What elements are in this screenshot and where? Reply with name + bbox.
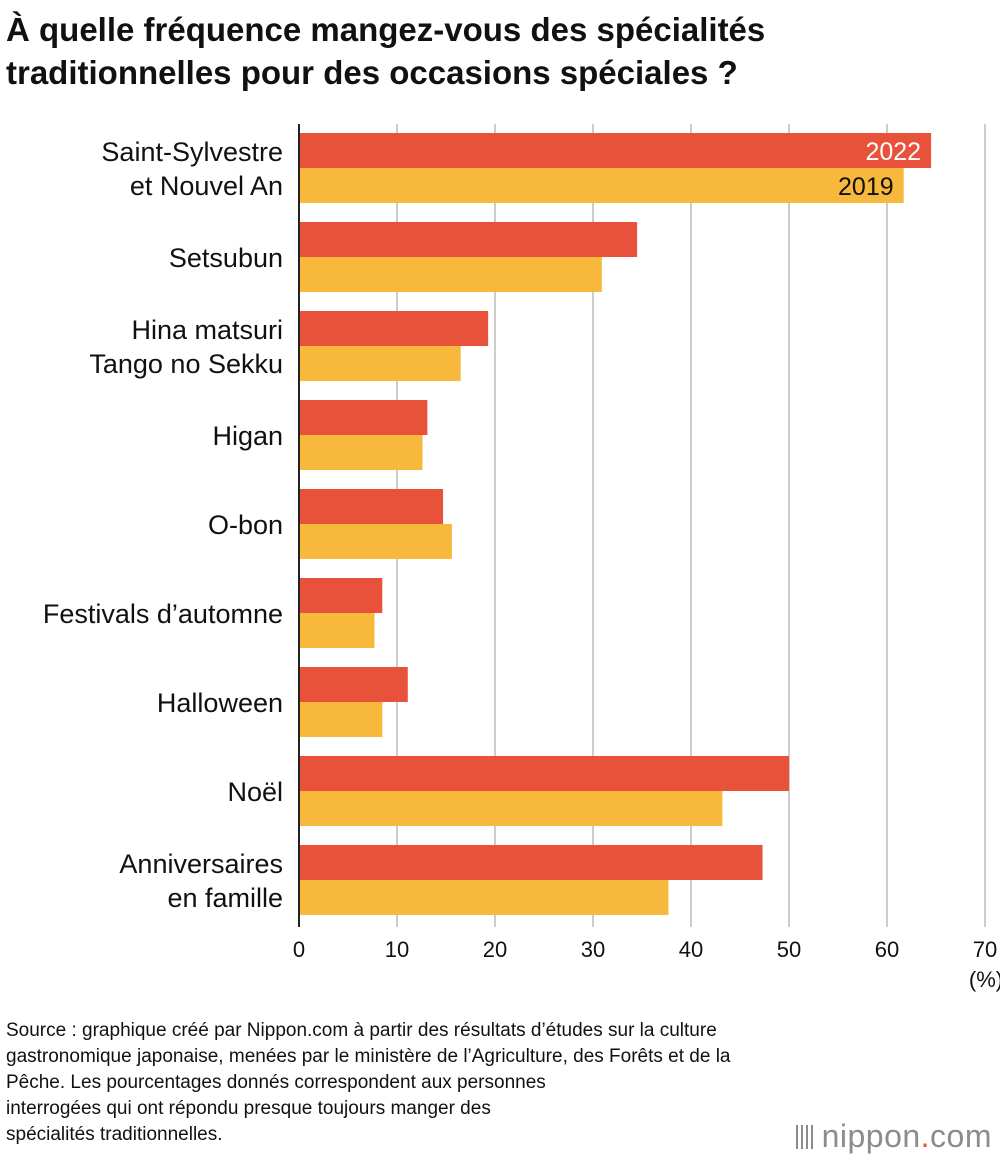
bar-2019-4 <box>299 435 423 470</box>
bar-2019-5 <box>299 524 452 559</box>
source-line-5: spécialités traditionnelles. <box>6 1124 223 1145</box>
logo-dot: . <box>920 1118 931 1154</box>
source-line-3: Pêche. Les pourcentages donnés correspon… <box>6 1072 546 1093</box>
bar-2019-2 <box>299 257 602 292</box>
source-line-1: Source : graphique créé par Nippon.com à… <box>6 1020 717 1041</box>
source-line-4: interrogées qui ont répondu presque touj… <box>6 1098 491 1119</box>
category-labels: Saint-Sylvestre et Nouvel An Setsubun Hina … <box>43 137 283 913</box>
logo-name: nippon <box>821 1118 921 1154</box>
logo-tld: com <box>930 1118 992 1154</box>
chart-title: À quelle fréquence mangez-vous des spéci… <box>6 8 986 94</box>
x-tick-label-10: 10 <box>385 937 409 962</box>
chart-title-line-2: traditionnelles pour des occasions spéci… <box>6 54 738 91</box>
category-label-2-1: Setsubun <box>169 243 283 273</box>
bar-2019-9 <box>299 880 669 915</box>
bar-2022-6 <box>299 578 383 613</box>
bar-2019-7 <box>299 702 383 737</box>
category-label-1-2: et Nouvel An <box>130 171 283 201</box>
bar-2019-8 <box>299 791 723 826</box>
legend-label-2019: 2019 <box>838 173 894 201</box>
category-label-3-1: Hina matsuri <box>131 315 283 345</box>
legend-labels: 2022 2019 <box>838 138 921 201</box>
bar-2022-4 <box>299 400 428 435</box>
legend-label-2022: 2022 <box>865 138 921 166</box>
bar-2022-7 <box>299 667 408 702</box>
bar-2022-1 <box>299 133 932 168</box>
x-tick-label-30: 30 <box>581 937 605 962</box>
nippon-logo: nippon. com <box>795 1118 992 1155</box>
bar-2019-3 <box>299 346 461 381</box>
x-tick-label-0: 0 <box>293 937 305 962</box>
bar-2022-5 <box>299 489 444 524</box>
bar-chart: Saint-Sylvestre et Nouvel An Setsubun Hina … <box>43 124 1000 992</box>
bar-2022-9 <box>299 845 763 880</box>
x-axis-ticks: 0 10 20 30 40 50 60 70 <box>293 937 997 962</box>
bar-2022-3 <box>299 311 489 346</box>
bar-2019-1 <box>299 168 904 203</box>
category-label-6-1: Festivals d’automne <box>43 599 283 629</box>
x-axis-unit: (%) <box>969 967 1000 992</box>
source-note: Source : graphique créé par Nippon.com à… <box>6 1018 976 1148</box>
bar-2022-2 <box>299 222 638 257</box>
category-label-9-1: Anniversaires <box>119 849 283 879</box>
category-label-8-1: Noël <box>227 777 283 807</box>
x-tick-label-40: 40 <box>679 937 703 962</box>
x-tick-label-50: 50 <box>777 937 801 962</box>
category-label-9-2: en famille <box>167 883 283 913</box>
x-tick-label-60: 60 <box>875 937 899 962</box>
category-label-3-2: Tango no Sekku <box>89 349 283 379</box>
bars <box>299 133 932 915</box>
category-label-7-1: Halloween <box>157 688 283 718</box>
source-line-2: gastronomique japonaise, menées par le m… <box>6 1046 731 1067</box>
x-tick-label-20: 20 <box>483 937 507 962</box>
logo-mark-icon <box>795 1124 816 1149</box>
x-tick-label-70: 70 <box>973 937 997 962</box>
bar-2019-6 <box>299 613 375 648</box>
chart-title-line-1: À quelle fréquence mangez-vous des spéci… <box>6 11 766 48</box>
category-label-1-1: Saint-Sylvestre <box>101 137 283 167</box>
category-label-4-1: Higan <box>212 421 283 451</box>
bar-2022-8 <box>299 756 789 791</box>
category-label-5-1: O-bon <box>208 510 283 540</box>
